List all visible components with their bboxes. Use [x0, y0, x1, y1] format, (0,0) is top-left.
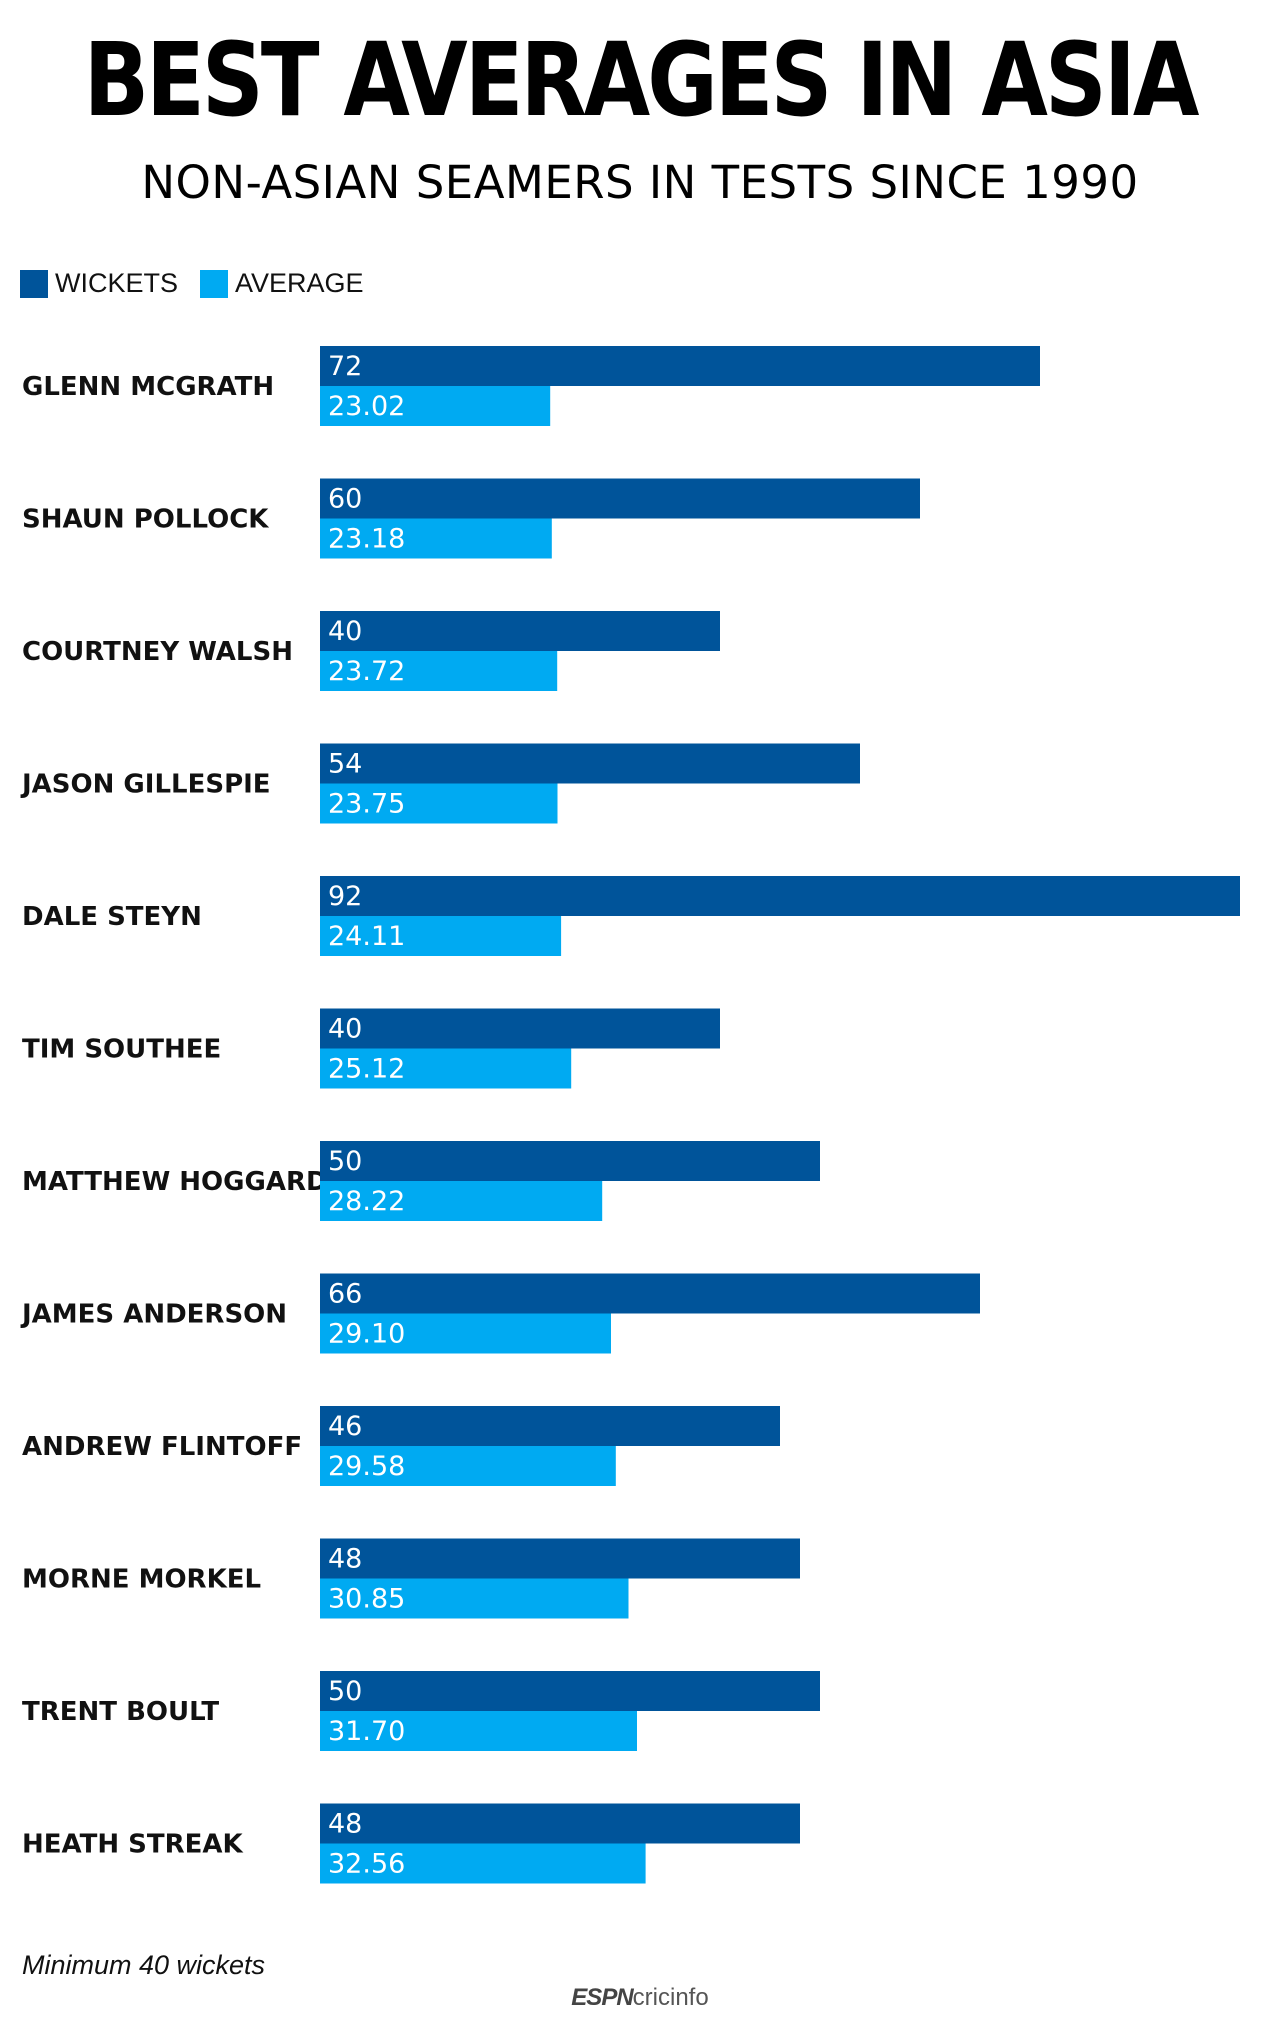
player-label-andrew-flintoff: ANDREW FLINTOFF	[22, 1432, 302, 1462]
player-label-morne-morkel: MORNE MORKEL	[22, 1565, 261, 1595]
wickets-value-shaun-pollock: 60	[328, 484, 362, 515]
legend-label-wickets: WICKETS	[55, 268, 179, 298]
chart-subtitle: NON-ASIAN SEAMERS IN TESTS SINCE 1990	[141, 156, 1139, 209]
average-bar-morne-morkel	[320, 1578, 629, 1619]
average-value-shaun-pollock: 23.18	[328, 524, 405, 555]
bar-chart: GLENN MCGRATH 72 23.02 SHAUN POLLOCK 60 23.18…	[20, 346, 1240, 1884]
average-bar-matthew-hoggard	[320, 1181, 603, 1221]
average-bar-andrew-flintoff	[320, 1446, 616, 1486]
wickets-bar-dale-steyn	[320, 876, 1240, 916]
legend: WICKETS AVERAGE	[20, 268, 386, 299]
average-value-jason-gillespie: 23.75	[328, 789, 405, 820]
player-label-heath-streak: HEATH STREAK	[22, 1830, 244, 1860]
average-value-matthew-hoggard: 28.22	[328, 1186, 405, 1217]
average-value-tim-southee: 25.12	[328, 1054, 405, 1085]
player-label-tim-southee: TIM SOUTHEE	[22, 1035, 221, 1065]
player-label-courtney-walsh: COURTNEY WALSH	[22, 637, 293, 667]
wickets-value-jason-gillespie: 54	[328, 749, 362, 780]
wickets-bar-shaun-pollock	[320, 478, 920, 519]
average-value-andrew-flintoff: 29.58	[328, 1451, 405, 1482]
average-value-glenn-mcgrath: 23.02	[328, 391, 405, 422]
wickets-bar-tim-southee	[320, 1008, 720, 1049]
player-label-glenn-mcgrath: GLENN MCGRATH	[22, 372, 274, 402]
player-label-dale-steyn: DALE STEYN	[22, 902, 202, 932]
wickets-value-glenn-mcgrath: 72	[328, 351, 362, 382]
average-bar-tim-southee	[320, 1048, 572, 1089]
wickets-bar-glenn-mcgrath	[320, 346, 1040, 386]
chart-title: BEST AVERAGES IN ASIA	[83, 21, 1200, 140]
average-bar-courtney-walsh	[320, 651, 558, 691]
wickets-bar-jason-gillespie	[320, 743, 860, 784]
legend-swatch-average	[200, 269, 229, 298]
average-bar-shaun-pollock	[320, 518, 552, 559]
wickets-value-morne-morkel: 48	[328, 1544, 362, 1575]
wickets-value-james-anderson: 66	[328, 1279, 362, 1310]
player-label-jason-gillespie: JASON GILLESPIE	[20, 770, 271, 800]
average-value-james-anderson: 29.10	[328, 1319, 405, 1350]
average-value-morne-morkel: 30.85	[328, 1584, 405, 1615]
wickets-bar-andrew-flintoff	[320, 1406, 780, 1446]
average-value-courtney-walsh: 23.72	[328, 656, 405, 687]
average-bar-heath-streak	[320, 1843, 646, 1884]
logo-cricinfo: cricinfo	[632, 1984, 709, 2011]
wickets-bar-trent-boult	[320, 1671, 820, 1711]
wickets-value-tim-southee: 40	[328, 1014, 362, 1045]
espncricinfo-logo: ESPNcricinfo	[0, 1984, 1280, 2012]
average-bar-dale-steyn	[320, 916, 562, 956]
legend-item-wickets: WICKETS	[20, 268, 178, 299]
average-value-heath-streak: 32.56	[328, 1849, 405, 1880]
player-label-shaun-pollock: SHAUN POLLOCK	[22, 505, 269, 535]
wickets-bar-morne-morkel	[320, 1538, 800, 1579]
average-value-dale-steyn: 24.11	[328, 921, 405, 952]
average-bar-james-anderson	[320, 1313, 611, 1354]
wickets-bar-heath-streak	[320, 1803, 800, 1844]
wickets-bar-courtney-walsh	[320, 611, 720, 651]
wickets-value-matthew-hoggard: 50	[328, 1146, 362, 1177]
average-value-trent-boult: 31.70	[328, 1716, 405, 1747]
wickets-bar-james-anderson	[320, 1273, 980, 1314]
wickets-value-courtney-walsh: 40	[328, 616, 362, 647]
average-bar-trent-boult	[320, 1711, 637, 1751]
player-label-matthew-hoggard: MATTHEW HOGGARD	[22, 1167, 328, 1197]
average-bar-jason-gillespie	[320, 783, 558, 824]
wickets-value-dale-steyn: 92	[328, 881, 362, 912]
wickets-value-trent-boult: 50	[328, 1676, 362, 1707]
wickets-bar-matthew-hoggard	[320, 1141, 820, 1181]
average-bar-glenn-mcgrath	[320, 386, 551, 426]
logo-espn: ESPN	[571, 1984, 633, 2011]
legend-label-average: AVERAGE	[235, 268, 364, 298]
wickets-value-andrew-flintoff: 46	[328, 1411, 362, 1442]
player-label-james-anderson: JAMES ANDERSON	[20, 1300, 287, 1330]
legend-item-average: AVERAGE	[200, 268, 364, 299]
player-label-trent-boult: TRENT BOULT	[22, 1697, 219, 1727]
footnote: Minimum 40 wickets	[22, 1950, 266, 1980]
legend-swatch-wickets	[20, 269, 48, 298]
wickets-value-heath-streak: 48	[328, 1809, 362, 1840]
